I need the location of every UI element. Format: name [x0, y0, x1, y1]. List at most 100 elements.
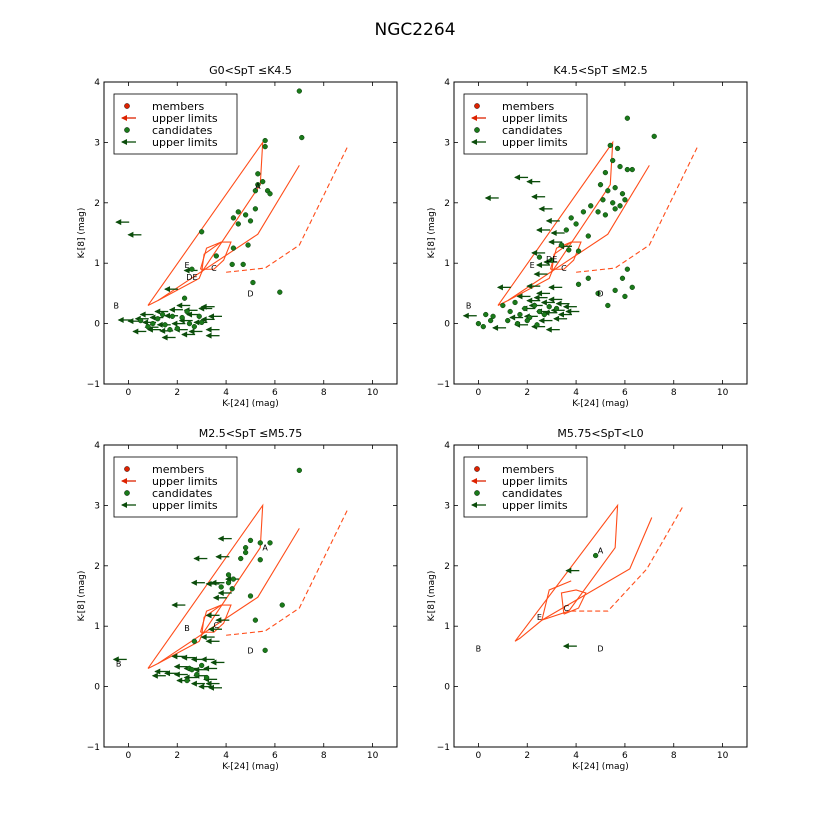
candidate-point — [230, 576, 237, 582]
candidate-upper-limit-arrow — [536, 262, 551, 269]
model-region-outline — [157, 528, 300, 665]
candidate-point — [619, 275, 626, 281]
candidate-upper-limit-arrow — [531, 249, 546, 256]
candidate-upper-limit-arrow — [565, 308, 580, 315]
candidate-upper-limit-arrow — [543, 309, 558, 316]
candidate-point — [242, 549, 249, 556]
candidate-point — [235, 221, 241, 227]
region-label: B — [466, 301, 472, 310]
candidate-point — [553, 305, 560, 312]
candidate-point — [624, 266, 631, 272]
candidate-upper-limit-arrow — [168, 306, 183, 313]
candidate-point — [546, 304, 552, 310]
candidate-upper-limit-arrow — [548, 239, 563, 246]
plot-frame — [453, 81, 748, 385]
legend-dot-symbol — [474, 466, 480, 472]
candidate-point — [517, 311, 523, 318]
y-tick-label: 1 — [94, 259, 100, 269]
plot-area — [115, 88, 349, 341]
y-tick-label: −1 — [87, 743, 100, 753]
candidate-upper-limit-arrow — [112, 656, 127, 663]
figure-title: NGC2264 — [374, 20, 455, 40]
y-axis-label: K-[8] (mag) — [427, 571, 437, 622]
candidate-upper-limit-arrow — [536, 290, 551, 297]
legend-arrow-symbol — [471, 478, 486, 484]
candidate-point — [296, 88, 302, 94]
region-label: DE — [186, 273, 197, 282]
candidate-upper-limit-arrow — [533, 271, 548, 278]
candidate-upper-limit-arrow — [548, 296, 563, 303]
y-tick-label: 4 — [444, 78, 450, 88]
candidate-point — [575, 248, 582, 254]
x-tick-label: 2 — [174, 388, 180, 398]
legend-arrow-symbol — [121, 115, 136, 121]
legend-arrow-symbol — [121, 478, 136, 484]
candidate-point — [536, 254, 543, 260]
candidate-upper-limit-arrow — [557, 311, 572, 318]
region-label: C — [564, 604, 570, 613]
legend-label: candidates — [502, 487, 563, 500]
x-tick-label: 10 — [717, 388, 729, 398]
candidate-point — [225, 572, 232, 578]
candidate-point — [179, 314, 185, 321]
candidate-point — [605, 302, 611, 309]
candidate-point — [299, 134, 305, 141]
y-tick-label: −1 — [87, 380, 100, 390]
legend-label: candidates — [152, 487, 213, 500]
candidate-upper-limit-arrow — [207, 313, 222, 320]
candidate-point — [252, 188, 259, 194]
candidate-point — [619, 191, 626, 197]
y-tick-label: 4 — [94, 78, 100, 88]
candidate-upper-limit-arrow — [173, 671, 188, 678]
candidate-upper-limit-arrow — [164, 670, 179, 677]
candidate-upper-limit-arrow — [205, 612, 220, 619]
candidate-point — [614, 145, 621, 152]
legend-label: upper limits — [502, 499, 568, 512]
model-region-outline — [147, 140, 264, 306]
candidate-upper-limit-arrow — [173, 663, 188, 670]
x-tick-label: 0 — [126, 751, 132, 761]
candidate-point — [145, 323, 151, 330]
candidate-point — [617, 203, 623, 209]
candidate-point — [155, 316, 161, 322]
x-tick-label: 10 — [367, 751, 379, 761]
candidate-upper-limit-arrow — [181, 331, 196, 338]
candidate-point — [191, 638, 197, 644]
candidate-point — [279, 602, 285, 608]
candidate-point — [607, 142, 613, 149]
x-tick-label: 4 — [223, 388, 229, 398]
candidate-point — [651, 133, 657, 140]
candidate-point — [181, 295, 188, 301]
region-label: A — [262, 544, 268, 553]
candidate-upper-limit-arrow — [217, 535, 232, 542]
candidate-point — [194, 671, 200, 678]
candidate-point — [585, 275, 591, 281]
candidate-point — [595, 290, 601, 297]
legend-dot-symbol — [474, 490, 480, 496]
candidate-point — [588, 203, 594, 209]
x-tick-label: 10 — [717, 751, 729, 761]
y-tick-label: 2 — [444, 199, 450, 209]
candidate-point — [612, 287, 618, 294]
candidate-upper-limit-arrow — [198, 305, 213, 312]
y-tick-label: 1 — [94, 622, 100, 632]
candidate-upper-limit-arrow — [117, 316, 132, 323]
candidate-upper-limit-arrow — [190, 579, 205, 586]
candidate-upper-limit-arrow — [536, 226, 551, 233]
candidate-upper-limit-arrow — [207, 626, 222, 633]
candidate-upper-limit-arrow — [207, 684, 222, 691]
candidate-point — [622, 197, 628, 203]
legend-label: upper limits — [152, 112, 218, 125]
candidate-upper-limit-arrow — [205, 580, 220, 587]
candidate-point — [558, 242, 565, 248]
candidate-upper-limit-arrow — [565, 567, 580, 574]
legend-label: upper limits — [502, 136, 568, 149]
y-tick-label: 3 — [94, 138, 100, 148]
region-label: B — [113, 301, 119, 310]
candidate-point — [229, 586, 235, 592]
candidate-point — [203, 674, 210, 681]
